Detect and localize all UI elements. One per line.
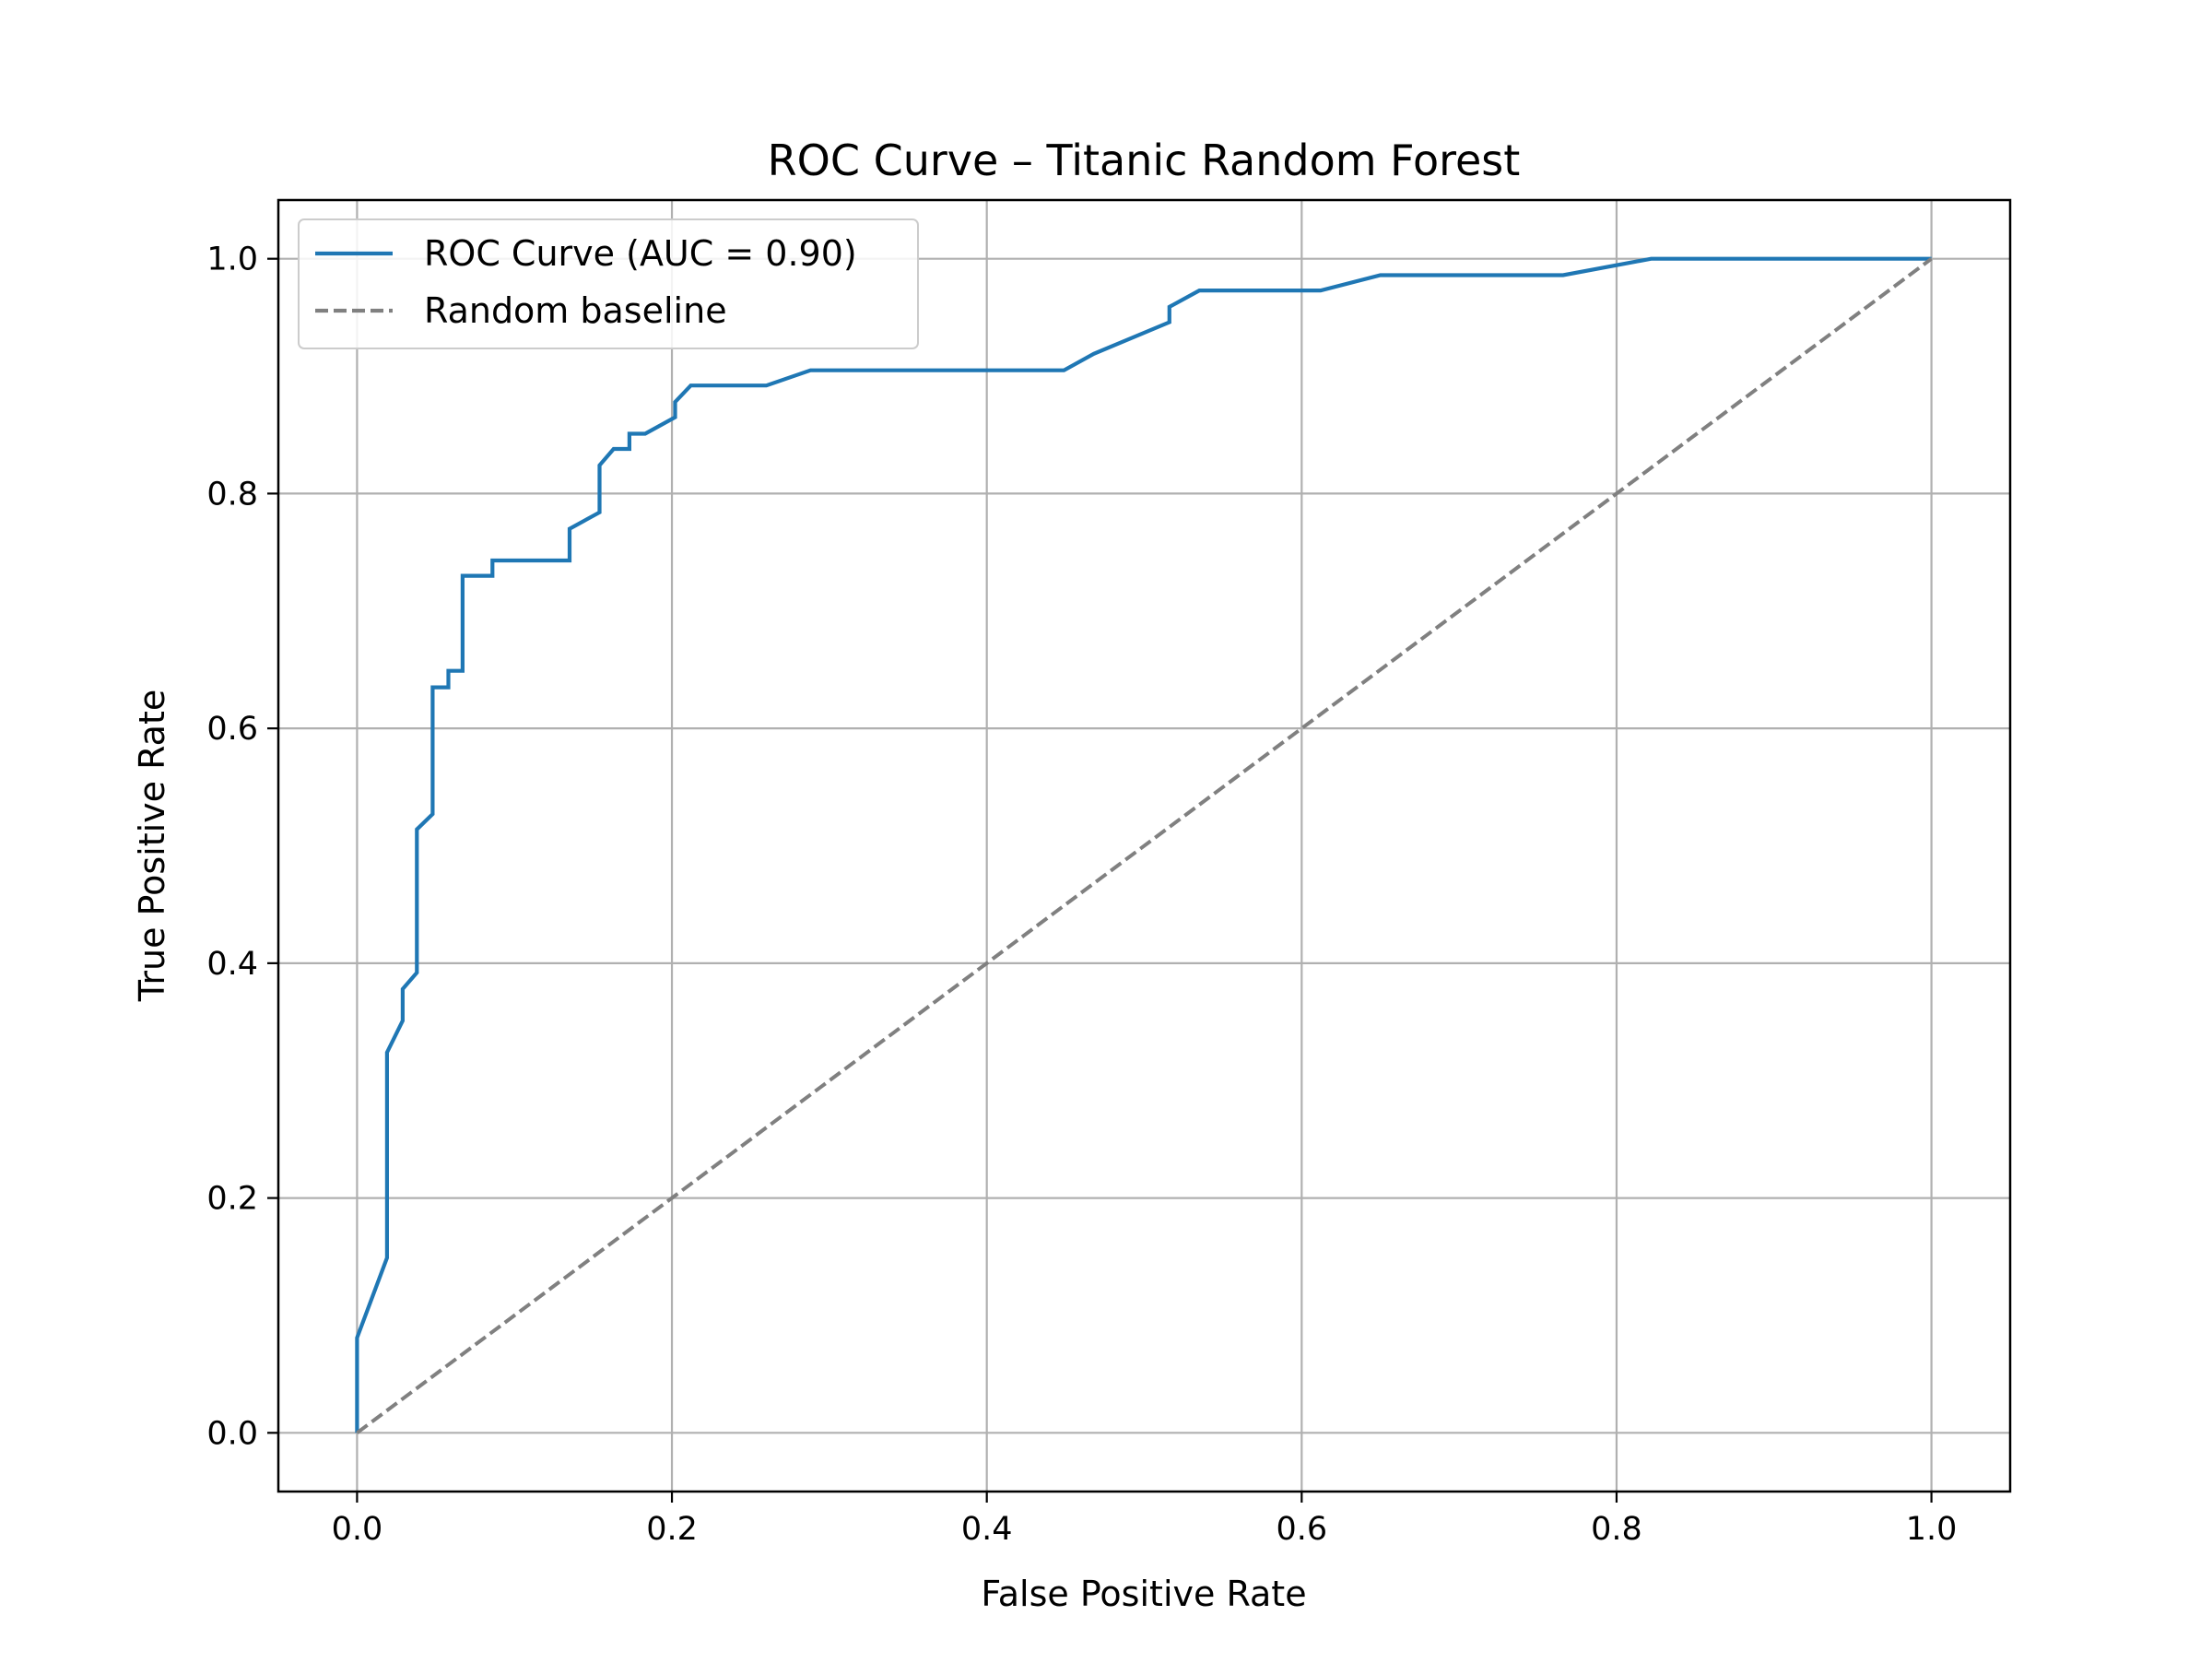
y-tick-label: 0.6 <box>206 711 258 748</box>
y-tick-label: 0.8 <box>206 476 258 513</box>
x-tick-label: 0.2 <box>646 1511 698 1548</box>
random-baseline-line <box>356 257 1933 1434</box>
x-axis-label: False Positive Rate <box>981 1574 1306 1614</box>
roc-curve-line <box>355 256 1932 1433</box>
legend: ROC Curve (AUC = 0.90) Random baseline <box>298 218 919 349</box>
x-tick-label: 0.0 <box>332 1511 383 1548</box>
plot-series <box>355 256 1933 1434</box>
y-tick-label: 0.2 <box>206 1181 258 1218</box>
y-tick-label: 0.4 <box>206 946 258 983</box>
y-tick-label: 1.0 <box>206 242 258 278</box>
y-tick-label: 0.0 <box>206 1415 258 1452</box>
legend-label: Random baseline <box>424 290 727 331</box>
legend-label: ROC Curve (AUC = 0.90) <box>424 233 857 274</box>
axis-ticks: 0.0 0.2 0.4 0.6 0.8 1.0 0.0 0.2 0.4 0.6 0.8 1.0 <box>206 242 1957 1548</box>
x-tick-label: 0.4 <box>961 1511 1013 1548</box>
grid-lines <box>278 200 2010 1492</box>
legend-box <box>298 218 919 349</box>
plot-frame <box>276 198 2012 1493</box>
x-tick-label: 0.8 <box>1591 1511 1642 1548</box>
chart-title: ROC Curve – Titanic Random Forest <box>768 136 1521 185</box>
x-tick-label: 0.6 <box>1276 1511 1327 1548</box>
x-tick-label: 1.0 <box>1906 1511 1958 1548</box>
y-axis-label: True Positive Rate <box>132 690 172 1003</box>
